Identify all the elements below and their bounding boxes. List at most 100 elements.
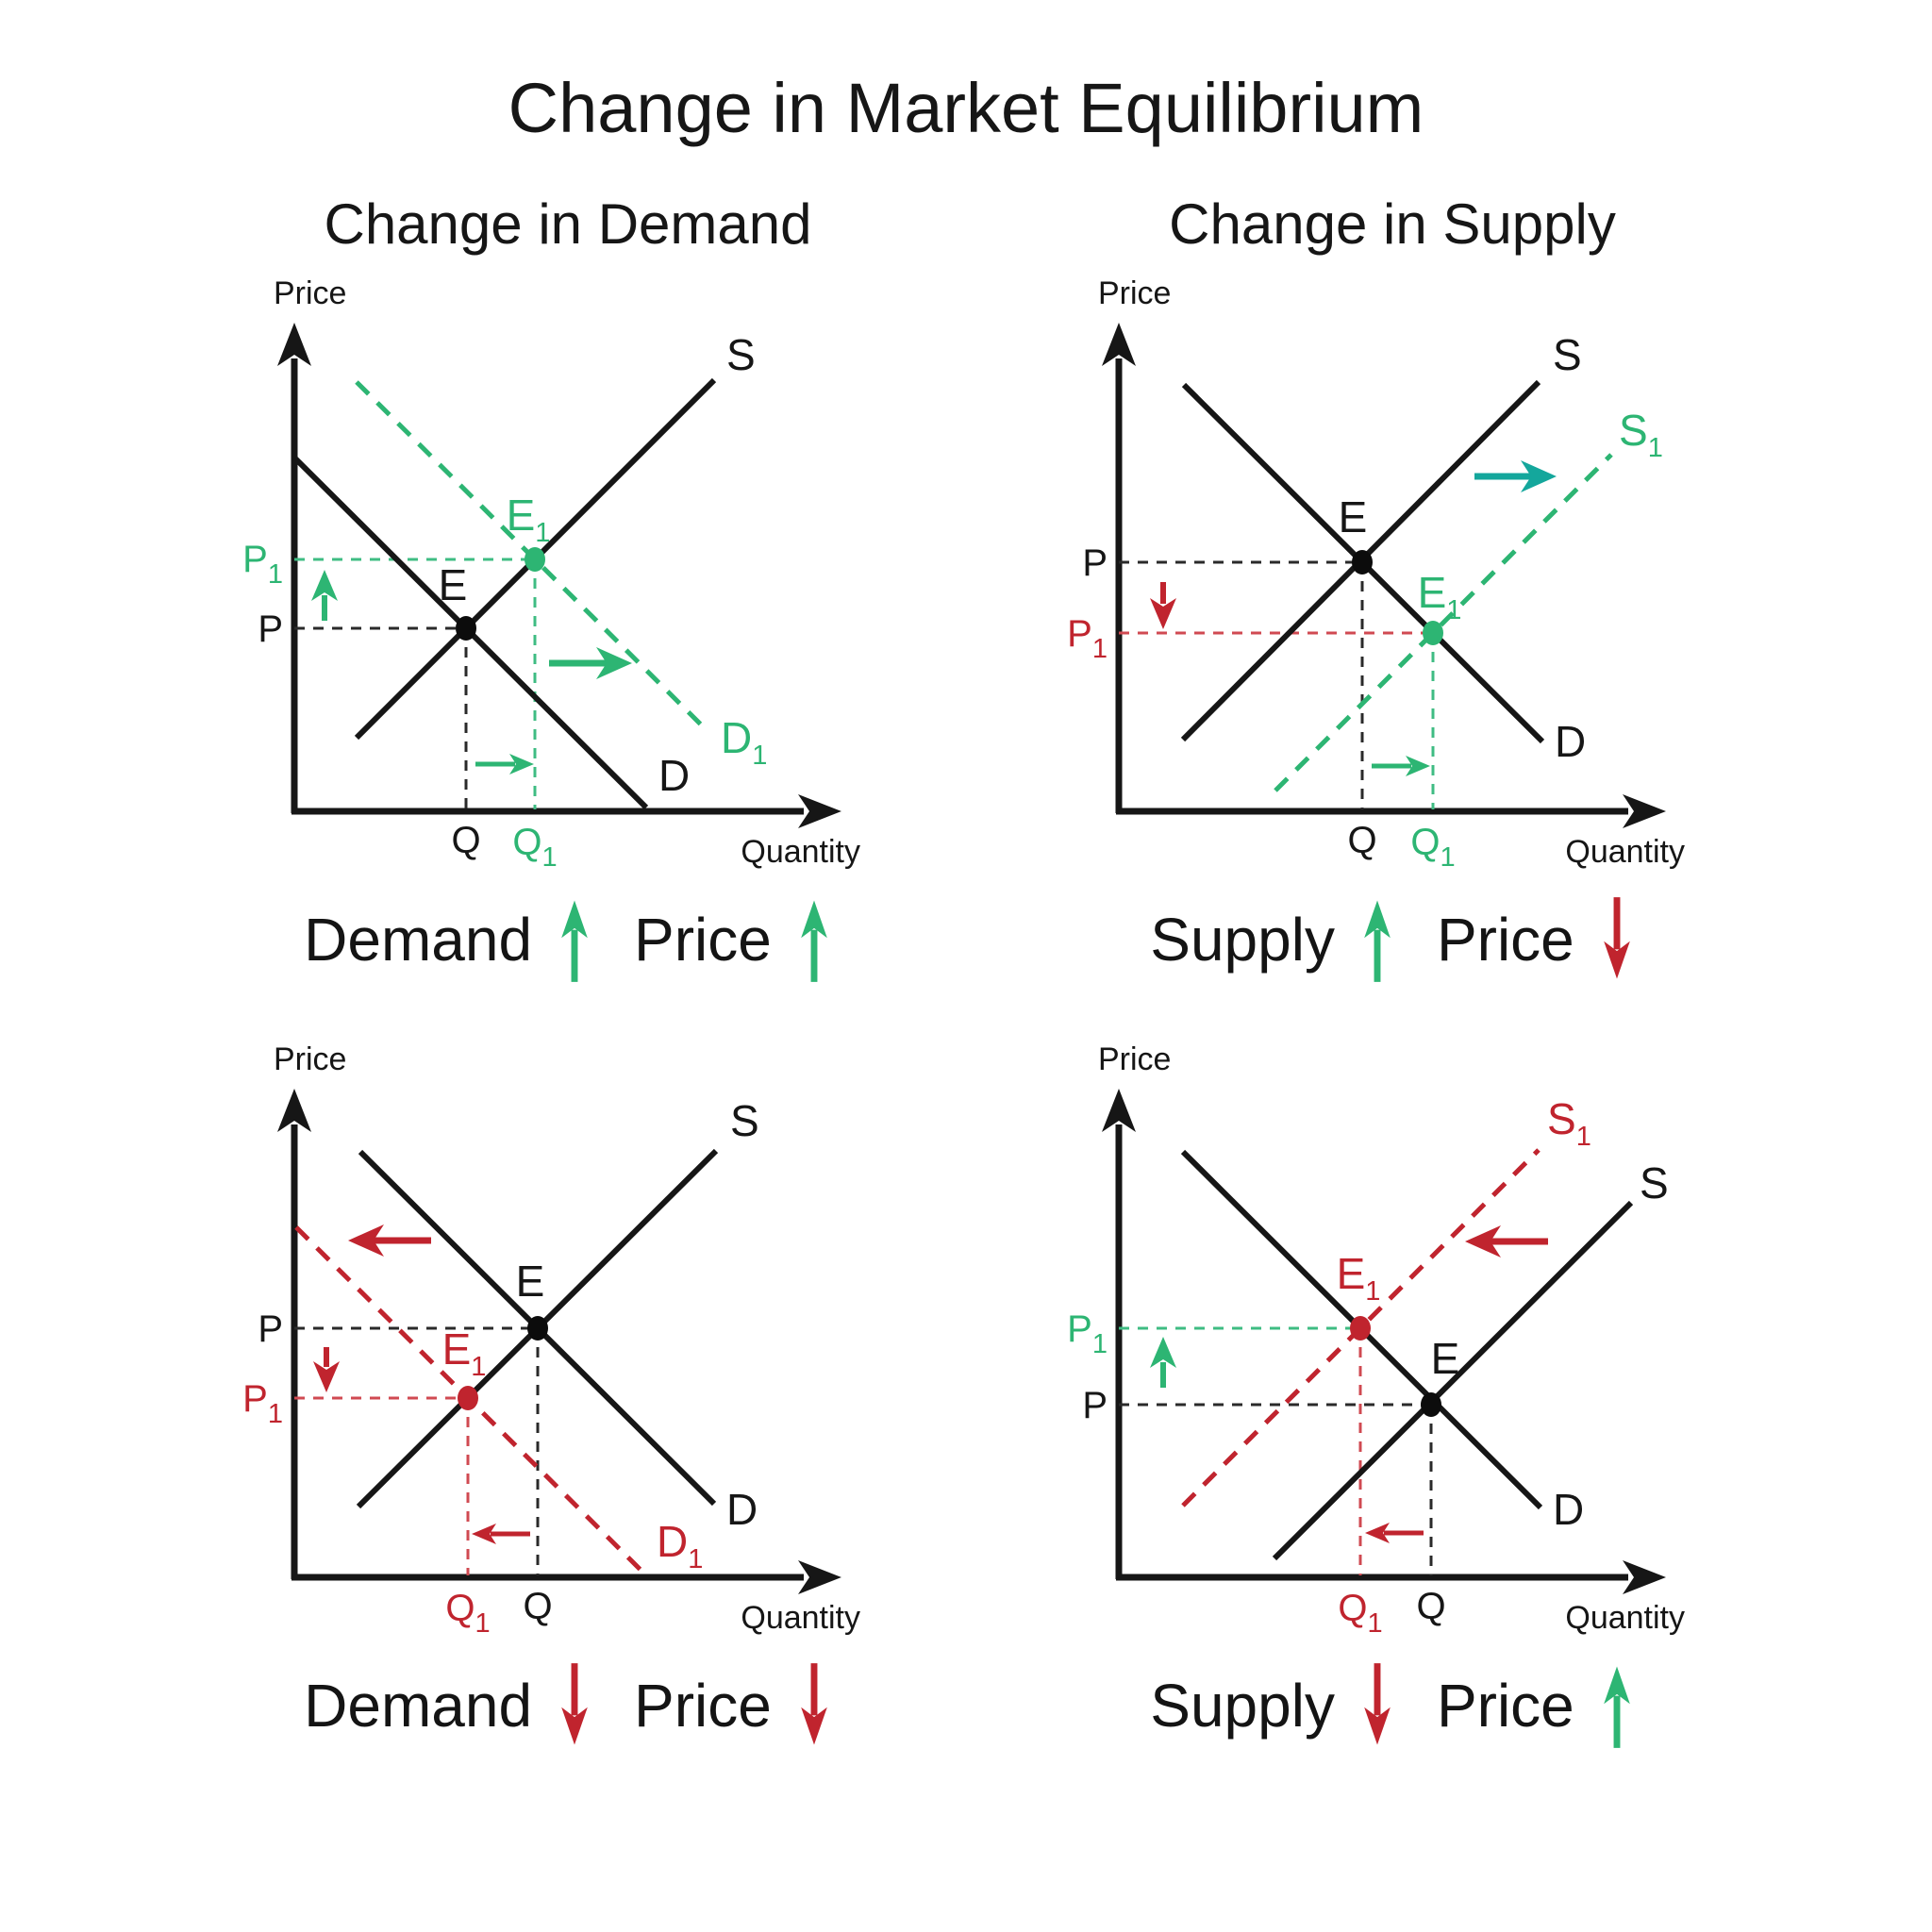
demand-label: D xyxy=(1555,717,1586,766)
shifted-supply-label: S1 xyxy=(1547,1094,1591,1152)
x-axis-arrow-icon xyxy=(798,1560,841,1594)
y-axis-label: Price xyxy=(274,1041,346,1077)
new-price-label: P1 xyxy=(1067,613,1108,664)
x-axis-arrow-icon xyxy=(798,794,841,828)
down-arrow-icon xyxy=(561,1663,588,1745)
demand-increase-chart: Price Quantity xyxy=(242,275,860,873)
new-quantity-label: Q1 xyxy=(1410,822,1455,873)
new-equilibrium-label: E1 xyxy=(1418,568,1462,625)
equilibrium-label: E xyxy=(439,560,468,609)
panel-supply-decrease: Price Quantity xyxy=(909,989,1875,1755)
shifted-demand-label: D1 xyxy=(721,713,767,771)
demand-shift-arrowhead-icon xyxy=(596,647,632,679)
panel-demand-increase: Change in Demand Price Quantity xyxy=(85,148,1051,989)
supply-curve xyxy=(1272,1200,1634,1561)
down-arrow-icon xyxy=(801,1663,827,1745)
caption-subject: Demand xyxy=(304,906,533,974)
x-axis-label: Quantity xyxy=(741,834,860,870)
quantity-shift-arrowhead-icon xyxy=(1365,1523,1390,1543)
new-equilibrium-point xyxy=(1350,1316,1371,1341)
top-row: Change in Demand Price Quantity xyxy=(0,148,1932,989)
new-equilibrium-point xyxy=(525,547,545,572)
supply-label: S xyxy=(1640,1158,1669,1208)
price-label: P xyxy=(258,1308,283,1350)
supply-label: S xyxy=(1553,330,1582,379)
page-title: Change in Market Equilibrium xyxy=(508,69,1424,147)
supply-label: S xyxy=(726,330,756,379)
shifted-supply-label: S1 xyxy=(1619,406,1663,463)
new-equilibrium-label: E1 xyxy=(1337,1249,1381,1307)
down-arrow-icon xyxy=(1603,897,1630,979)
supply-increase-chart: Price Quantity xyxy=(1067,275,1685,873)
new-quantity-label: Q1 xyxy=(1338,1588,1382,1639)
panel-supply-increase: Change in Supply Price Quantity xyxy=(909,148,1875,989)
supply-shift-arrowhead-icon xyxy=(1465,1225,1501,1257)
price-shift-arrowhead-icon xyxy=(313,1361,340,1392)
price-shift-arrowhead-icon xyxy=(1150,1337,1176,1368)
caption-object: Price xyxy=(634,906,772,974)
quantity-shift-arrowhead-icon xyxy=(472,1524,496,1544)
quantity-label: Q xyxy=(1347,820,1376,861)
new-price-label: P1 xyxy=(242,1378,283,1429)
demand-decrease-chart: Price Quantity xyxy=(242,1041,860,1639)
price-label: P xyxy=(258,608,283,650)
down-arrow-icon xyxy=(1364,1663,1391,1745)
demand-shift-arrowhead-icon xyxy=(348,1224,384,1257)
y-axis-label: Price xyxy=(1098,1041,1171,1077)
shifted-supply-curve xyxy=(1274,453,1613,792)
x-axis-label: Quantity xyxy=(1565,834,1685,870)
supply-decrease-chart: Price Quantity xyxy=(1067,1041,1685,1639)
price-shift-arrowhead-icon xyxy=(311,570,338,601)
caption-demand-increase: Demand Price xyxy=(304,891,832,989)
caption-object: Price xyxy=(1436,1672,1574,1740)
caption-supply-increase: Supply Price xyxy=(1150,891,1635,989)
y-axis-arrow-icon xyxy=(277,1089,311,1132)
caption-object: Price xyxy=(634,1672,772,1740)
up-arrow-icon xyxy=(561,900,588,982)
caption-demand-decrease: Demand Price xyxy=(304,1657,832,1755)
equilibrium-point xyxy=(456,616,476,641)
price-label: P xyxy=(1082,542,1108,584)
equilibrium-point xyxy=(1421,1392,1441,1417)
quantity-label: Q xyxy=(523,1586,552,1627)
new-price-label: P1 xyxy=(242,539,283,590)
caption-supply-decrease: Supply Price xyxy=(1150,1657,1635,1755)
new-equilibrium-label: E1 xyxy=(507,491,551,548)
column-heading-demand: Change in Demand xyxy=(324,192,812,256)
new-equilibrium-point xyxy=(1423,621,1443,645)
shifted-demand-label: D1 xyxy=(657,1517,703,1574)
up-arrow-icon xyxy=(1603,1666,1630,1748)
quantity-shift-arrowhead-icon xyxy=(1406,756,1430,776)
price-label: P xyxy=(1082,1385,1108,1426)
supply-shift-arrowhead-icon xyxy=(1521,460,1557,492)
y-axis-label: Price xyxy=(1098,275,1171,311)
new-quantity-label: Q1 xyxy=(445,1588,490,1639)
new-equilibrium-point xyxy=(458,1386,478,1410)
caption-object: Price xyxy=(1436,906,1574,974)
equilibrium-point xyxy=(1352,550,1373,575)
demand-label: D xyxy=(726,1485,758,1534)
x-axis-label: Quantity xyxy=(741,1600,860,1636)
equilibrium-label: E xyxy=(1339,492,1368,541)
panel-demand-decrease: Price Quantity xyxy=(85,989,1051,1755)
caption-subject: Demand xyxy=(304,1672,533,1740)
y-axis-arrow-icon xyxy=(1102,323,1136,366)
equilibrium-point xyxy=(527,1316,548,1341)
new-price-label: P1 xyxy=(1067,1308,1108,1359)
quantity-label: Q xyxy=(451,820,480,861)
shifted-supply-curve xyxy=(1181,1148,1541,1507)
x-axis-label: Quantity xyxy=(1565,1600,1685,1636)
demand-label: D xyxy=(658,751,690,800)
price-shift-arrowhead-icon xyxy=(1150,598,1176,629)
caption-subject: Supply xyxy=(1150,1672,1335,1740)
new-equilibrium-label: E1 xyxy=(442,1324,487,1382)
equilibrium-label: E xyxy=(516,1257,545,1306)
column-heading-supply: Change in Supply xyxy=(1169,192,1616,256)
equilibrium-label: E xyxy=(1431,1334,1460,1383)
up-arrow-icon xyxy=(1364,900,1391,982)
bottom-row: Price Quantity xyxy=(0,989,1932,1755)
new-quantity-label: Q1 xyxy=(512,822,557,873)
quantity-shift-arrowhead-icon xyxy=(509,754,534,774)
x-axis-arrow-icon xyxy=(1623,794,1666,828)
